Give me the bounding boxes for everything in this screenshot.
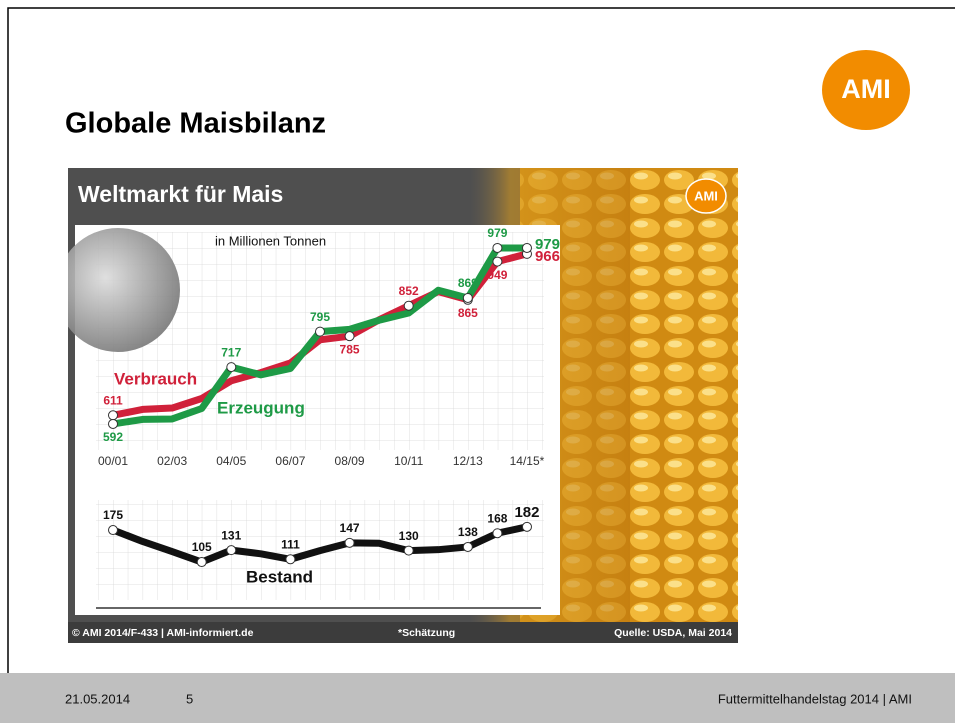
point-marker: [315, 327, 324, 336]
value-label: 105: [192, 540, 212, 554]
point-marker: [109, 419, 118, 428]
slide-title: Globale Maisbilanz: [65, 108, 326, 140]
value-label: 592: [103, 430, 123, 444]
point-marker: [286, 555, 295, 564]
chart-note: *Schätzung: [398, 627, 455, 639]
point-marker: [522, 522, 531, 531]
series-name: Erzeugung: [217, 398, 305, 417]
x-tick-label: 02/03: [157, 454, 187, 468]
value-label: 795: [310, 310, 330, 324]
value-label: 785: [340, 342, 360, 356]
point-marker: [493, 257, 502, 266]
x-tick-label: 06/07: [275, 454, 305, 468]
chart-subtitle: in Millionen Tonnen: [215, 233, 326, 248]
logo-text: AMI: [841, 74, 891, 104]
point-marker: [463, 542, 472, 551]
point-marker: [109, 411, 118, 420]
value-label: 869: [458, 276, 478, 290]
value-label: 979: [487, 226, 507, 240]
value-label: 111: [281, 537, 300, 551]
value-label: 138: [458, 525, 478, 539]
value-label: 175: [103, 508, 123, 522]
slide: Globale Maisbilanz AMI Weltmarkt für Mai…: [0, 0, 955, 723]
footer-page: 5: [186, 691, 193, 706]
point-marker: [345, 332, 354, 341]
chart-title: Weltmarkt für Mais: [78, 181, 283, 207]
point-marker: [227, 363, 236, 372]
point-marker: [227, 546, 236, 555]
chart-source: Quelle: USDA, Mai 2014: [614, 627, 732, 639]
x-tick-label: 08/09: [335, 454, 365, 468]
value-label: 717: [221, 345, 241, 359]
value-label: 130: [399, 529, 419, 543]
value-label: 979: [535, 236, 560, 253]
footer-date: 21.05.2014: [65, 691, 130, 706]
point-marker: [522, 243, 531, 252]
x-tick-label: 04/05: [216, 454, 246, 468]
point-marker: [404, 546, 413, 555]
chart-logo-text: AMI: [694, 188, 718, 203]
chart-copyright: © AMI 2014/F-433 | AMI-informiert.de: [72, 627, 254, 639]
x-tick-label: 00/01: [98, 454, 128, 468]
series-name: Bestand: [246, 567, 313, 586]
x-tick-label: 14/15*: [510, 454, 545, 468]
point-marker: [197, 558, 206, 567]
value-label: 131: [221, 528, 241, 542]
value-label: 611: [103, 393, 123, 407]
point-marker: [493, 243, 502, 252]
x-tick-label: 12/13: [453, 454, 483, 468]
point-marker: [345, 538, 354, 547]
point-marker: [463, 293, 472, 302]
value-label: 949: [487, 268, 507, 282]
series-name: Verbrauch: [114, 369, 197, 388]
value-label: 852: [399, 284, 419, 298]
point-marker: [404, 301, 413, 310]
point-marker: [109, 526, 118, 535]
x-tick-label: 10/11: [394, 454, 423, 468]
value-label: 147: [340, 521, 360, 535]
value-label: 865: [458, 306, 478, 320]
value-label: 168: [487, 511, 507, 525]
point-marker: [493, 529, 502, 538]
page: Globale Maisbilanz AMI Weltmarkt für Mai…: [0, 0, 955, 723]
value-label: 182: [514, 504, 539, 521]
footer-event: Futtermittelhandelstag 2014 | AMI: [718, 691, 912, 706]
